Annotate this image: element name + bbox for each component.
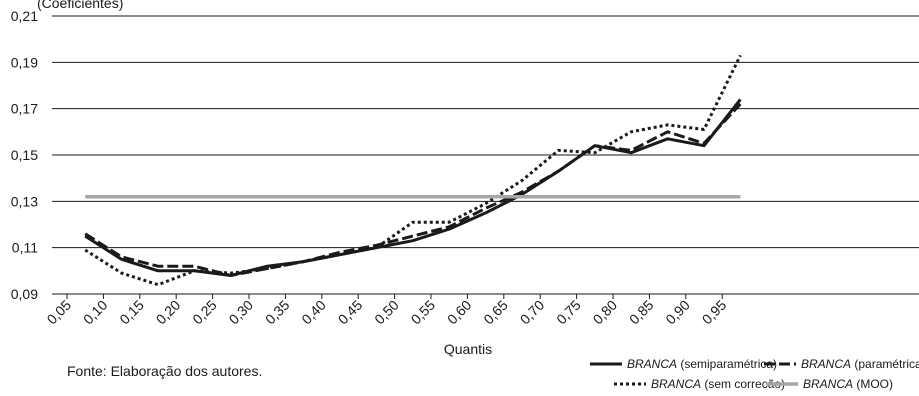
axes: 0,090,110,130,150,170,190,210,05 0,10 0,15… (11, 8, 730, 327)
y-tick-label: 0,09 (11, 286, 38, 302)
x-tick-label: 0,85 (626, 297, 657, 328)
x-tick-label: 0,90 (662, 297, 693, 328)
x-tick-label: 0,80 (590, 297, 621, 328)
y-tick-label: 0,13 (11, 193, 38, 209)
x-tick-label: 0,30 (226, 297, 257, 328)
x-tick-label: 0,55 (408, 297, 439, 328)
y-axis-label: (Coeficientes) (37, 0, 123, 11)
x-tick-label: 0,35 (262, 297, 293, 328)
x-tick-label: 0,75 (553, 297, 584, 328)
y-tick-label: 0,19 (11, 54, 38, 70)
x-tick-label: 0,65 (480, 297, 511, 328)
x-tick-label: 0,10 (80, 297, 111, 328)
x-axis-label: Quantis (444, 341, 492, 357)
x-tick-label: 0,60 (444, 297, 475, 328)
source-note: Fonte: Elaboração dos autores. (67, 363, 263, 379)
x-tick-label: 0,15 (116, 297, 147, 328)
gridlines (52, 15, 919, 295)
x-tick-label: 0,05 (44, 297, 75, 328)
x-tick-label: 0,20 (153, 297, 184, 328)
x-tick-label: 0,45 (335, 297, 366, 328)
legend: BRANCA (semiparamétrica) BRANCA (paramétr… (590, 357, 919, 391)
series-line (84, 102, 742, 277)
legend-entry: BRANCA (paramétrica) (801, 357, 919, 371)
legend-entry: BRANCA (MOO) (803, 377, 893, 391)
x-tick-label: 0,70 (517, 297, 548, 328)
series-line (84, 98, 742, 277)
legend-entry: BRANCA (semiparamétrica) (627, 357, 777, 371)
legend-entry: BRANCA (sem correcão) (651, 377, 785, 391)
x-tick-label: 0,40 (298, 297, 329, 328)
y-tick-label: 0,15 (11, 147, 38, 163)
y-tick-label: 0,21 (11, 8, 38, 24)
x-tick-label: 0,25 (189, 297, 220, 328)
series-line (84, 54, 742, 287)
series-lines (84, 54, 742, 287)
x-tick-label: 0,50 (371, 297, 402, 328)
y-tick-label: 0,11 (12, 240, 38, 256)
x-tick-label: 0,95 (699, 297, 730, 328)
y-tick-label: 0,17 (11, 101, 38, 117)
